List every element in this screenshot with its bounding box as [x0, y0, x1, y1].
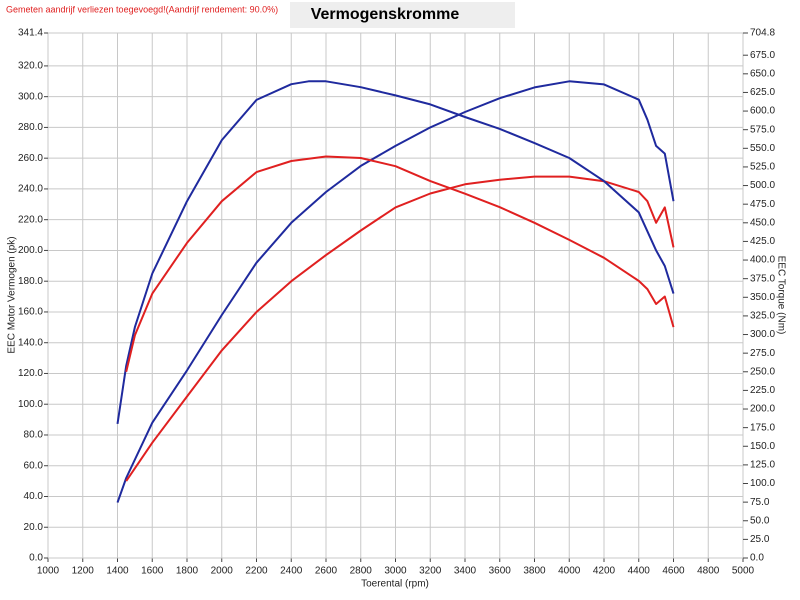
- y2-tick-label: 0.0: [750, 553, 764, 564]
- y2-tick-label: 650.0: [750, 68, 775, 79]
- y-tick-label: 220.0: [18, 214, 43, 225]
- y-tick-label: 260.0: [18, 153, 43, 164]
- line-series: [116, 80, 675, 503]
- y-tick-label: 60.0: [24, 460, 44, 471]
- y2-tick-label: 500.0: [750, 180, 775, 191]
- y2-axis-label: EEC Torque (Nm): [775, 256, 786, 335]
- y2-tick-label: 25.0: [750, 534, 770, 545]
- x-tick-label: 4200: [593, 566, 616, 577]
- y2-tick-label: 325.0: [750, 311, 775, 322]
- x-tick-label: 2400: [280, 566, 303, 577]
- x-tick-label: 2000: [211, 566, 234, 577]
- y-tick-label: 120.0: [18, 368, 43, 379]
- y2-tick-label: 125.0: [750, 460, 775, 471]
- x-tick-label: 3000: [384, 566, 407, 577]
- y2-tick-label: 225.0: [750, 385, 775, 396]
- y-tick-label: 200.0: [18, 245, 43, 256]
- y-tick-label: 140.0: [18, 337, 43, 348]
- line-series: [116, 80, 675, 425]
- y2-tick-label: 250.0: [750, 366, 775, 377]
- y2-tick-label: 450.0: [750, 217, 775, 228]
- y-tick-label: 100.0: [18, 399, 43, 410]
- line-series: [125, 155, 675, 373]
- y2-tick-label: 625.0: [750, 87, 775, 98]
- y2-tick-label: 400.0: [750, 255, 775, 266]
- y-tick-label: 180.0: [18, 276, 43, 287]
- x-tick-label: 2200: [245, 566, 268, 577]
- x-tick-label: 3200: [419, 566, 442, 577]
- x-tick-label: 1600: [141, 566, 164, 577]
- y2-tick-label: 175.0: [750, 422, 775, 433]
- y2-tick-label: 575.0: [750, 124, 775, 135]
- x-tick-label: 5000: [732, 566, 755, 577]
- y-tick-label: 160.0: [18, 307, 43, 318]
- x-tick-label: 2600: [315, 566, 338, 577]
- y2-tick-label: 75.0: [750, 497, 770, 508]
- y2-tick-label: 100.0: [750, 478, 775, 489]
- x-tick-label: 1200: [72, 566, 95, 577]
- y2-tick-label: 600.0: [750, 106, 775, 117]
- y2-tick-label: 550.0: [750, 143, 775, 154]
- chart-title: Vermogenskromme: [311, 6, 460, 23]
- y-axis-label: EEC Motor Vermogen (pk): [7, 236, 18, 353]
- y-tick-label: 280.0: [18, 122, 43, 133]
- y-tick-label: 20.0: [24, 522, 44, 533]
- x-tick-label: 3400: [454, 566, 477, 577]
- annotation: Gemeten aandrijf verliezen toegevoegd!(A…: [6, 4, 278, 14]
- x-tick-label: 2800: [350, 566, 373, 577]
- line-series: [125, 175, 675, 482]
- y2-tick-label: 275.0: [750, 348, 775, 359]
- y-tick-label: 341.4: [18, 28, 43, 39]
- y-tick-label: 80.0: [24, 430, 44, 441]
- y-tick-label: 320.0: [18, 61, 43, 72]
- x-tick-label: 4400: [628, 566, 651, 577]
- x-tick-label: 4000: [558, 566, 581, 577]
- y-tick-label: 40.0: [24, 491, 44, 502]
- y2-tick-label: 150.0: [750, 441, 775, 452]
- y-tick-label: 240.0: [18, 184, 43, 195]
- x-tick-label: 4800: [697, 566, 720, 577]
- x-tick-label: 1800: [176, 566, 199, 577]
- x-tick-label: 4600: [662, 566, 685, 577]
- y-tick-label: 300.0: [18, 91, 43, 102]
- y2-tick-label: 200.0: [750, 404, 775, 415]
- y-tick-label: 0.0: [29, 553, 43, 564]
- y2-tick-label: 425.0: [750, 236, 775, 247]
- title-band: [290, 2, 515, 28]
- x-tick-label: 1400: [106, 566, 129, 577]
- y2-tick-label: 50.0: [750, 515, 770, 526]
- y2-tick-label: 350.0: [750, 292, 775, 303]
- y2-tick-label: 375.0: [750, 273, 775, 284]
- y2-tick-label: 475.0: [750, 199, 775, 210]
- y2-tick-label: 525.0: [750, 162, 775, 173]
- y2-tick-label: 300.0: [750, 329, 775, 340]
- x-axis-label: Toerental (rpm): [361, 579, 429, 590]
- x-tick-label: 3600: [489, 566, 512, 577]
- y2-tick-label: 704.8: [750, 28, 775, 39]
- x-tick-label: 3800: [523, 566, 546, 577]
- x-tick-label: 1000: [37, 566, 60, 577]
- y2-tick-label: 675.0: [750, 50, 775, 61]
